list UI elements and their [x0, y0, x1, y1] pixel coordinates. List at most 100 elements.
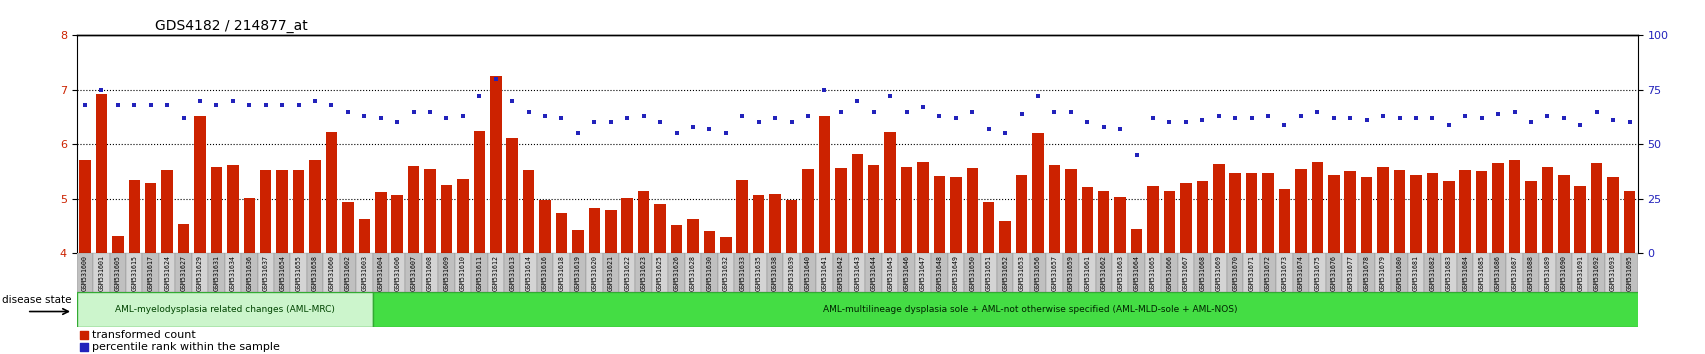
Bar	[1195, 181, 1207, 253]
Text: GSM531668: GSM531668	[1199, 255, 1205, 291]
Bar	[1357, 35, 1374, 253]
Bar	[309, 160, 321, 253]
Point	[1253, 113, 1280, 119]
Bar	[1623, 190, 1635, 253]
Bar	[1146, 185, 1158, 253]
Bar	[655, 204, 665, 253]
Bar	[126, 253, 143, 292]
Text: GSM531646: GSM531646	[904, 255, 909, 291]
Point	[1352, 118, 1379, 123]
Point	[1402, 115, 1429, 121]
Bar	[227, 165, 239, 253]
Point	[760, 115, 788, 121]
Bar	[750, 253, 767, 292]
Bar	[1098, 191, 1108, 253]
Text: GSM531640: GSM531640	[805, 255, 810, 291]
Text: GSM531679: GSM531679	[1379, 255, 1384, 291]
Bar	[1439, 35, 1456, 253]
Bar	[421, 253, 438, 292]
Point	[564, 131, 592, 136]
Bar	[1229, 173, 1240, 253]
Text: GSM531680: GSM531680	[1396, 255, 1402, 291]
Bar	[293, 170, 303, 253]
Bar	[834, 168, 846, 253]
Bar	[1176, 253, 1193, 292]
Text: GSM531601: GSM531601	[99, 255, 104, 291]
Text: GSM531652: GSM531652	[1001, 255, 1008, 291]
Point	[975, 126, 1003, 132]
Text: GSM531682: GSM531682	[1429, 255, 1434, 291]
Point	[351, 113, 379, 119]
Point	[1335, 115, 1362, 121]
Text: GSM531648: GSM531648	[936, 255, 941, 291]
Bar	[982, 202, 994, 253]
Bar	[1555, 253, 1570, 292]
Bar	[1507, 160, 1519, 253]
Bar	[471, 253, 488, 292]
Bar	[1538, 253, 1555, 292]
Text: GSM531621: GSM531621	[607, 255, 614, 291]
Bar	[1308, 253, 1325, 292]
Bar	[520, 35, 537, 253]
Bar	[259, 170, 271, 253]
Bar	[194, 116, 206, 253]
Bar	[389, 35, 406, 253]
Text: GSM531689: GSM531689	[1543, 255, 1550, 291]
Point	[465, 93, 493, 99]
Bar	[1144, 35, 1161, 253]
Text: GSM531602: GSM531602	[344, 255, 351, 291]
Bar	[1311, 162, 1323, 253]
Bar	[77, 35, 94, 253]
Bar	[1606, 177, 1618, 253]
Bar	[326, 132, 338, 253]
Bar	[999, 221, 1011, 253]
Bar	[1442, 181, 1454, 253]
Bar	[621, 198, 633, 253]
Point	[844, 98, 871, 104]
Point	[268, 102, 295, 108]
Bar	[1013, 253, 1030, 292]
Bar	[1587, 253, 1604, 292]
Text: GSM531674: GSM531674	[1298, 255, 1303, 291]
Bar	[1045, 253, 1062, 292]
Bar	[372, 253, 389, 292]
Bar	[914, 35, 931, 253]
Bar	[1095, 35, 1112, 253]
Bar	[651, 35, 668, 253]
Point	[551, 278, 578, 283]
Bar	[1079, 35, 1095, 253]
Bar	[375, 192, 387, 253]
Bar	[1473, 253, 1488, 292]
Bar	[1604, 253, 1620, 292]
Bar	[868, 165, 880, 253]
Bar	[769, 194, 781, 253]
Text: GSM531661: GSM531661	[1084, 255, 1089, 291]
Bar	[1049, 165, 1059, 253]
Text: GSM531603: GSM531603	[361, 255, 367, 291]
Bar	[539, 200, 551, 253]
Bar	[1374, 35, 1391, 253]
Bar	[1211, 35, 1226, 253]
Bar	[1243, 253, 1258, 292]
Text: GSM531673: GSM531673	[1280, 255, 1287, 291]
Text: GSM531662: GSM531662	[1100, 255, 1107, 291]
Bar	[1538, 35, 1555, 253]
Text: GSM531660: GSM531660	[329, 255, 334, 291]
Bar	[1226, 253, 1243, 292]
Bar	[1180, 183, 1192, 253]
Bar	[1062, 35, 1079, 253]
Bar	[899, 35, 914, 253]
Point	[1468, 115, 1495, 121]
Text: GSM531634: GSM531634	[230, 255, 235, 291]
Point	[991, 131, 1018, 136]
Bar	[176, 35, 191, 253]
Bar	[1524, 181, 1536, 253]
Bar	[1258, 253, 1275, 292]
Bar	[1144, 253, 1161, 292]
Text: GSM531619: GSM531619	[575, 255, 581, 291]
Bar	[767, 253, 783, 292]
Text: GSM531690: GSM531690	[1560, 255, 1565, 291]
Text: GSM531633: GSM531633	[738, 255, 745, 291]
Bar	[77, 292, 372, 327]
Bar	[488, 35, 503, 253]
